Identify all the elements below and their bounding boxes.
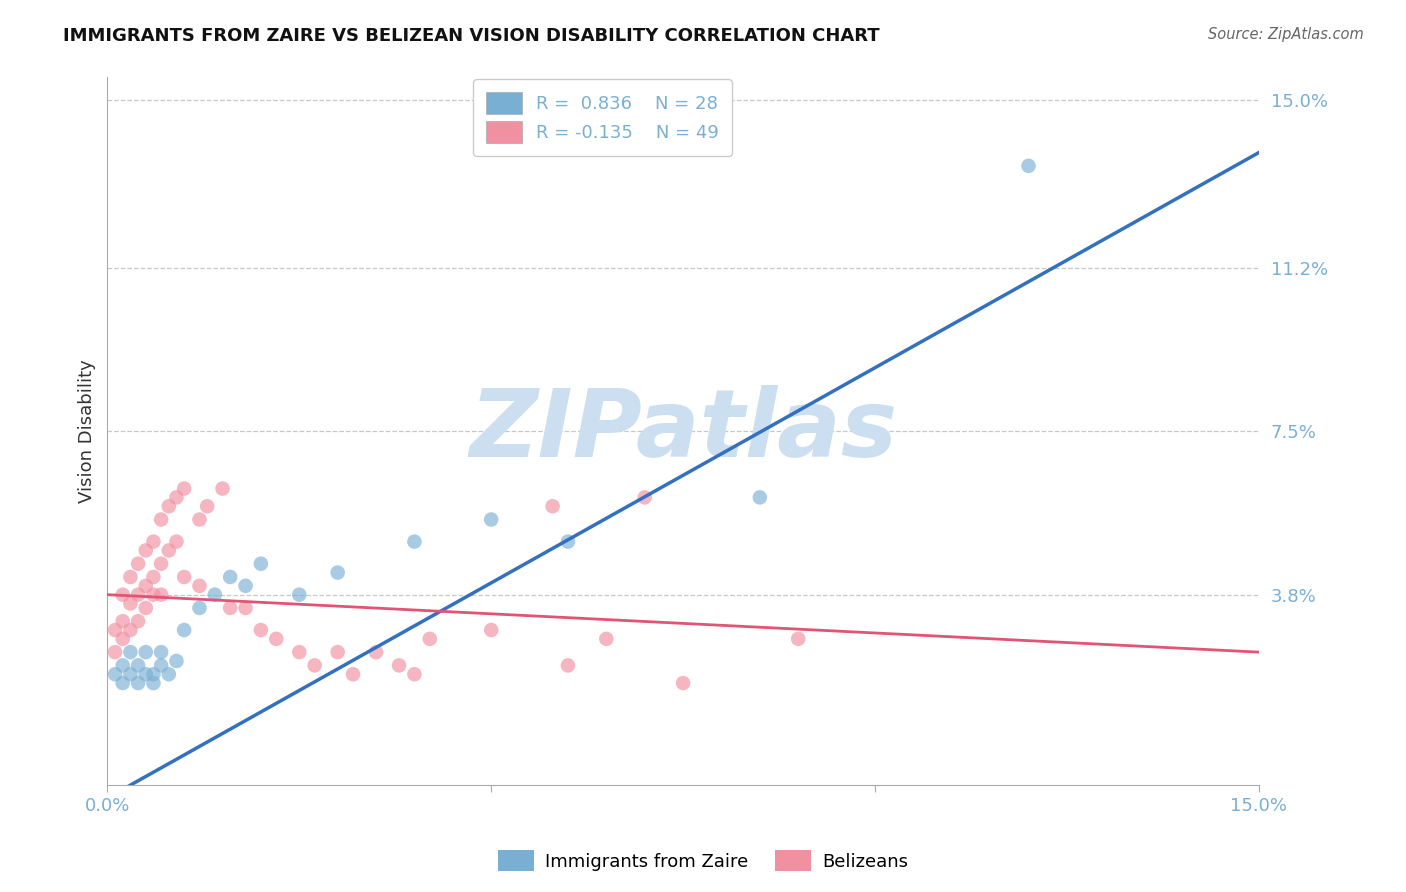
Point <box>166 654 188 668</box>
Point <box>173 482 195 496</box>
Point <box>188 512 211 526</box>
Point <box>219 570 242 584</box>
Point <box>188 579 211 593</box>
Point <box>166 534 188 549</box>
Point <box>127 588 149 602</box>
Point <box>595 632 617 646</box>
Point <box>150 588 173 602</box>
Point <box>364 645 387 659</box>
Point <box>787 632 810 646</box>
Point <box>541 500 564 514</box>
Point <box>157 500 180 514</box>
Point <box>173 623 195 637</box>
Point <box>288 588 311 602</box>
Y-axis label: Vision Disability: Vision Disability <box>79 359 96 503</box>
Point <box>250 623 273 637</box>
Point <box>326 645 349 659</box>
Point <box>557 534 579 549</box>
Point <box>142 534 165 549</box>
Point <box>188 601 211 615</box>
Point <box>479 512 502 526</box>
Point <box>204 588 226 602</box>
Point <box>111 614 134 628</box>
Text: ZIPatlas: ZIPatlas <box>470 385 897 477</box>
Point <box>173 570 195 584</box>
Point <box>195 500 218 514</box>
Legend: R =  0.836    N = 28, R = -0.135    N = 49: R = 0.836 N = 28, R = -0.135 N = 49 <box>474 79 733 156</box>
Point <box>135 667 157 681</box>
Point <box>150 658 173 673</box>
Point <box>127 676 149 690</box>
Point <box>419 632 441 646</box>
Point <box>142 676 165 690</box>
Point <box>111 588 134 602</box>
Point <box>150 557 173 571</box>
Point <box>388 658 411 673</box>
Point <box>111 676 134 690</box>
Point <box>1018 159 1040 173</box>
Point <box>120 667 142 681</box>
Point <box>150 512 173 526</box>
Point <box>304 658 326 673</box>
Point <box>142 570 165 584</box>
Point <box>166 491 188 505</box>
Point <box>111 632 134 646</box>
Point <box>557 658 579 673</box>
Point <box>142 667 165 681</box>
Point <box>127 658 149 673</box>
Point <box>142 588 165 602</box>
Point <box>634 491 657 505</box>
Point <box>288 645 311 659</box>
Point <box>120 623 142 637</box>
Point <box>342 667 364 681</box>
Point <box>672 676 695 690</box>
Point <box>120 570 142 584</box>
Legend: Immigrants from Zaire, Belizeans: Immigrants from Zaire, Belizeans <box>491 843 915 879</box>
Point <box>264 632 287 646</box>
Point <box>104 645 127 659</box>
Point <box>150 645 173 659</box>
Point <box>127 614 149 628</box>
Point <box>135 543 157 558</box>
Point <box>748 491 770 505</box>
Point <box>235 601 257 615</box>
Point <box>104 667 127 681</box>
Text: IMMIGRANTS FROM ZAIRE VS BELIZEAN VISION DISABILITY CORRELATION CHART: IMMIGRANTS FROM ZAIRE VS BELIZEAN VISION… <box>63 27 880 45</box>
Point <box>135 579 157 593</box>
Point <box>111 658 134 673</box>
Point <box>135 645 157 659</box>
Point <box>479 623 502 637</box>
Point <box>219 601 242 615</box>
Point <box>326 566 349 580</box>
Point <box>157 543 180 558</box>
Point <box>127 557 149 571</box>
Point <box>120 597 142 611</box>
Point <box>157 667 180 681</box>
Point <box>250 557 273 571</box>
Point <box>404 667 426 681</box>
Point <box>135 601 157 615</box>
Point <box>104 623 127 637</box>
Point <box>211 482 233 496</box>
Point <box>404 534 426 549</box>
Point <box>235 579 257 593</box>
Text: Source: ZipAtlas.com: Source: ZipAtlas.com <box>1208 27 1364 42</box>
Point <box>120 645 142 659</box>
